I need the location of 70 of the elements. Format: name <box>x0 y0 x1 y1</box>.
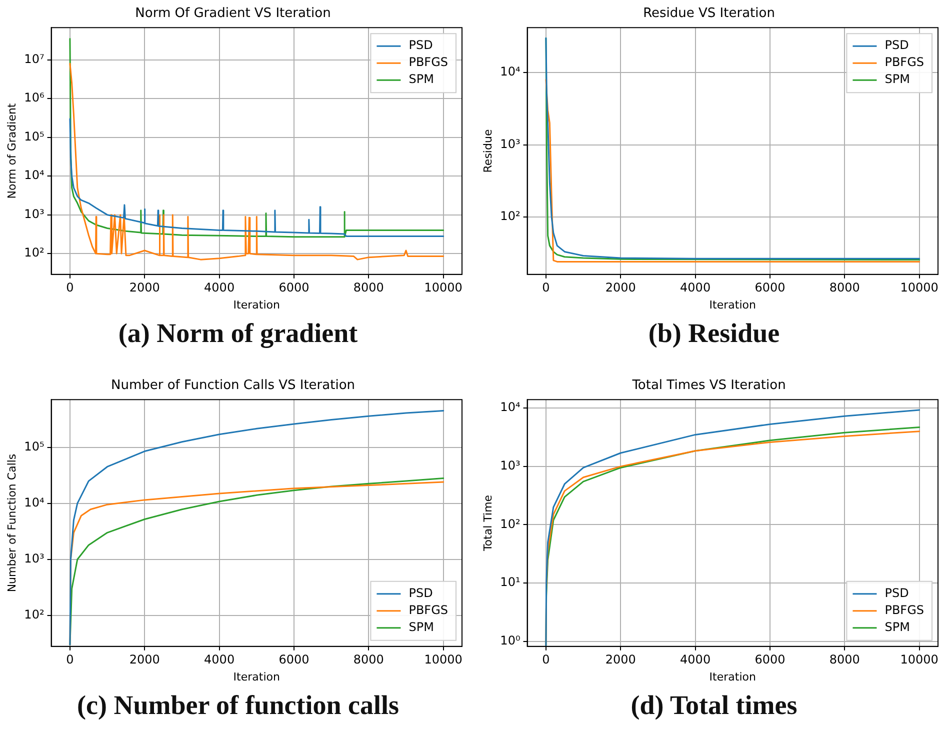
y-tick-label: 10¹ <box>500 575 520 590</box>
legend-label: PSD <box>408 38 433 52</box>
x-tick-label: 0 <box>542 280 550 295</box>
y-tick-label: 10³ <box>500 458 520 473</box>
x-axis-title: Iteration <box>709 670 756 684</box>
y-axis-title: Norm of Gradient <box>5 102 18 199</box>
chart-title: Total Times VS Iteration <box>631 378 786 394</box>
legend-label: PBFGS <box>884 603 924 618</box>
legend-label: SPM <box>408 72 434 86</box>
x-tick-label: 8000 <box>829 280 860 295</box>
x-tick-label: 8000 <box>353 280 384 295</box>
y-tick-label: 10⁴ <box>24 495 44 510</box>
x-tick-label: 6000 <box>278 280 310 295</box>
y-tick-label: 10⁴ <box>500 64 520 79</box>
legend-label: SPM <box>884 620 910 634</box>
y-tick-label: 10³ <box>500 136 520 151</box>
x-tick-label: 2000 <box>129 280 160 295</box>
y-tick-label: 10⁵ <box>24 439 44 454</box>
x-tick-label: 2000 <box>129 652 160 667</box>
y-tick-label: 10² <box>500 209 520 224</box>
x-tick-label: 6000 <box>754 652 786 667</box>
y-tick-label: 10⁰ <box>500 634 520 648</box>
x-tick-label: 6000 <box>278 652 310 667</box>
y-tick-label: 10³ <box>24 206 44 221</box>
x-tick-label: 0 <box>66 652 74 667</box>
x-tick-label: 8000 <box>829 652 860 667</box>
legend-label: PBFGS <box>408 603 448 618</box>
x-tick-label: 4000 <box>680 280 711 295</box>
x-tick-label: 4000 <box>204 652 235 667</box>
x-tick-label: 4000 <box>680 652 711 667</box>
x-tick-label: 10000 <box>424 652 462 667</box>
x-tick-label: 0 <box>542 652 550 667</box>
text: (a) Norm of gradient <box>117 318 359 349</box>
x-axis-title: Iteration <box>233 670 280 684</box>
legend-label: SPM <box>884 72 910 86</box>
x-tick-label: 6000 <box>754 280 786 295</box>
y-tick-label: 10² <box>24 246 44 260</box>
chart-title: Residue VS Iteration <box>643 6 775 22</box>
y-axis-title: Total Time <box>481 494 494 552</box>
y-tick-label: 10⁴ <box>24 168 44 182</box>
text: (d) Total times <box>630 690 798 721</box>
x-tick-label: 4000 <box>204 280 235 295</box>
legend-label: PSD <box>884 38 909 52</box>
x-axis-title: Iteration <box>233 298 280 312</box>
y-axis-title: Residue <box>481 129 494 173</box>
legend-label: PSD <box>408 586 433 600</box>
y-tick-label: 10² <box>24 608 44 622</box>
x-tick-label: 0 <box>66 280 74 295</box>
x-axis-title: Iteration <box>709 298 756 312</box>
chart-title: Norm Of Gradient VS Iteration <box>135 6 331 22</box>
x-tick-label: 10000 <box>900 280 938 295</box>
x-tick-label: 8000 <box>353 652 384 667</box>
legend-label: PBFGS <box>408 55 448 70</box>
y-tick-label: 10⁴ <box>500 400 520 414</box>
x-tick-label: 10000 <box>424 280 462 295</box>
legend-label: PBFGS <box>884 55 924 70</box>
legend-label: PSD <box>884 586 909 600</box>
text: (b) Residue <box>647 318 781 349</box>
y-tick-label: 10⁷ <box>24 52 44 66</box>
chart-title: Number of Function Calls VS Iteration <box>110 378 356 394</box>
legend-label: SPM <box>408 620 434 634</box>
x-tick-label: 2000 <box>605 280 636 295</box>
y-axis-title: Number of Function Calls <box>5 454 18 592</box>
y-tick-label: 10² <box>500 516 520 531</box>
x-tick-label: 2000 <box>605 652 636 667</box>
y-tick-label: 10⁶ <box>24 90 44 105</box>
text: (c) Number of function calls <box>76 690 400 721</box>
x-tick-label: 10000 <box>900 652 938 667</box>
y-tick-label: 10³ <box>24 552 44 566</box>
y-tick-label: 10⁵ <box>24 129 44 144</box>
